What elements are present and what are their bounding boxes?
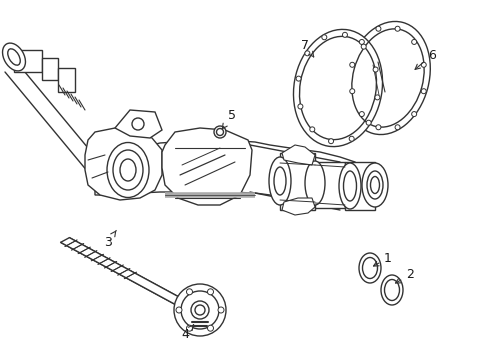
Ellipse shape: [174, 284, 225, 336]
Text: 5: 5: [222, 108, 236, 129]
Ellipse shape: [207, 325, 213, 331]
Ellipse shape: [297, 104, 302, 109]
Text: 6: 6: [414, 49, 435, 69]
Ellipse shape: [394, 26, 399, 31]
Text: 3: 3: [104, 230, 116, 248]
Ellipse shape: [342, 32, 347, 37]
Ellipse shape: [321, 35, 326, 40]
Polygon shape: [162, 128, 251, 205]
Ellipse shape: [120, 159, 136, 181]
Ellipse shape: [216, 129, 223, 135]
Polygon shape: [314, 162, 345, 208]
Ellipse shape: [113, 150, 142, 190]
Text: 7: 7: [301, 39, 313, 57]
Ellipse shape: [361, 44, 366, 49]
Ellipse shape: [366, 171, 382, 199]
Polygon shape: [42, 58, 58, 80]
Ellipse shape: [420, 89, 426, 94]
Ellipse shape: [305, 161, 325, 205]
Polygon shape: [58, 68, 75, 92]
Ellipse shape: [375, 125, 380, 130]
Polygon shape: [14, 50, 42, 72]
Ellipse shape: [304, 51, 309, 56]
Ellipse shape: [359, 112, 364, 117]
Polygon shape: [95, 140, 354, 210]
Ellipse shape: [191, 301, 208, 319]
Ellipse shape: [349, 62, 354, 67]
Ellipse shape: [366, 120, 370, 125]
Ellipse shape: [328, 139, 333, 144]
Ellipse shape: [349, 89, 354, 94]
Ellipse shape: [132, 118, 143, 130]
Ellipse shape: [343, 171, 356, 201]
Ellipse shape: [207, 289, 213, 295]
Ellipse shape: [296, 76, 301, 81]
Polygon shape: [115, 110, 162, 138]
Ellipse shape: [359, 40, 364, 44]
Ellipse shape: [411, 112, 416, 117]
Polygon shape: [282, 145, 314, 165]
Polygon shape: [61, 238, 189, 307]
Ellipse shape: [348, 136, 353, 141]
Ellipse shape: [361, 163, 387, 207]
Ellipse shape: [268, 157, 290, 205]
Polygon shape: [282, 198, 314, 215]
Ellipse shape: [2, 43, 25, 71]
Polygon shape: [345, 162, 374, 210]
Ellipse shape: [176, 307, 182, 313]
Ellipse shape: [370, 176, 379, 194]
Ellipse shape: [309, 127, 314, 132]
Polygon shape: [85, 128, 162, 200]
Ellipse shape: [394, 125, 399, 130]
Ellipse shape: [345, 22, 429, 135]
Ellipse shape: [374, 95, 379, 100]
Ellipse shape: [273, 167, 285, 195]
Ellipse shape: [420, 62, 426, 67]
Ellipse shape: [218, 307, 224, 313]
Ellipse shape: [411, 40, 416, 44]
Text: 1: 1: [373, 252, 391, 266]
Ellipse shape: [186, 325, 192, 331]
Ellipse shape: [186, 289, 192, 295]
Ellipse shape: [214, 126, 225, 138]
Ellipse shape: [372, 67, 377, 72]
Text: 4: 4: [181, 325, 193, 342]
Polygon shape: [280, 153, 314, 210]
Text: 2: 2: [395, 269, 413, 283]
Ellipse shape: [358, 253, 380, 283]
Ellipse shape: [380, 275, 402, 305]
Ellipse shape: [107, 143, 149, 198]
Ellipse shape: [8, 49, 20, 65]
Ellipse shape: [375, 26, 380, 31]
Ellipse shape: [338, 163, 360, 209]
Ellipse shape: [293, 30, 382, 147]
